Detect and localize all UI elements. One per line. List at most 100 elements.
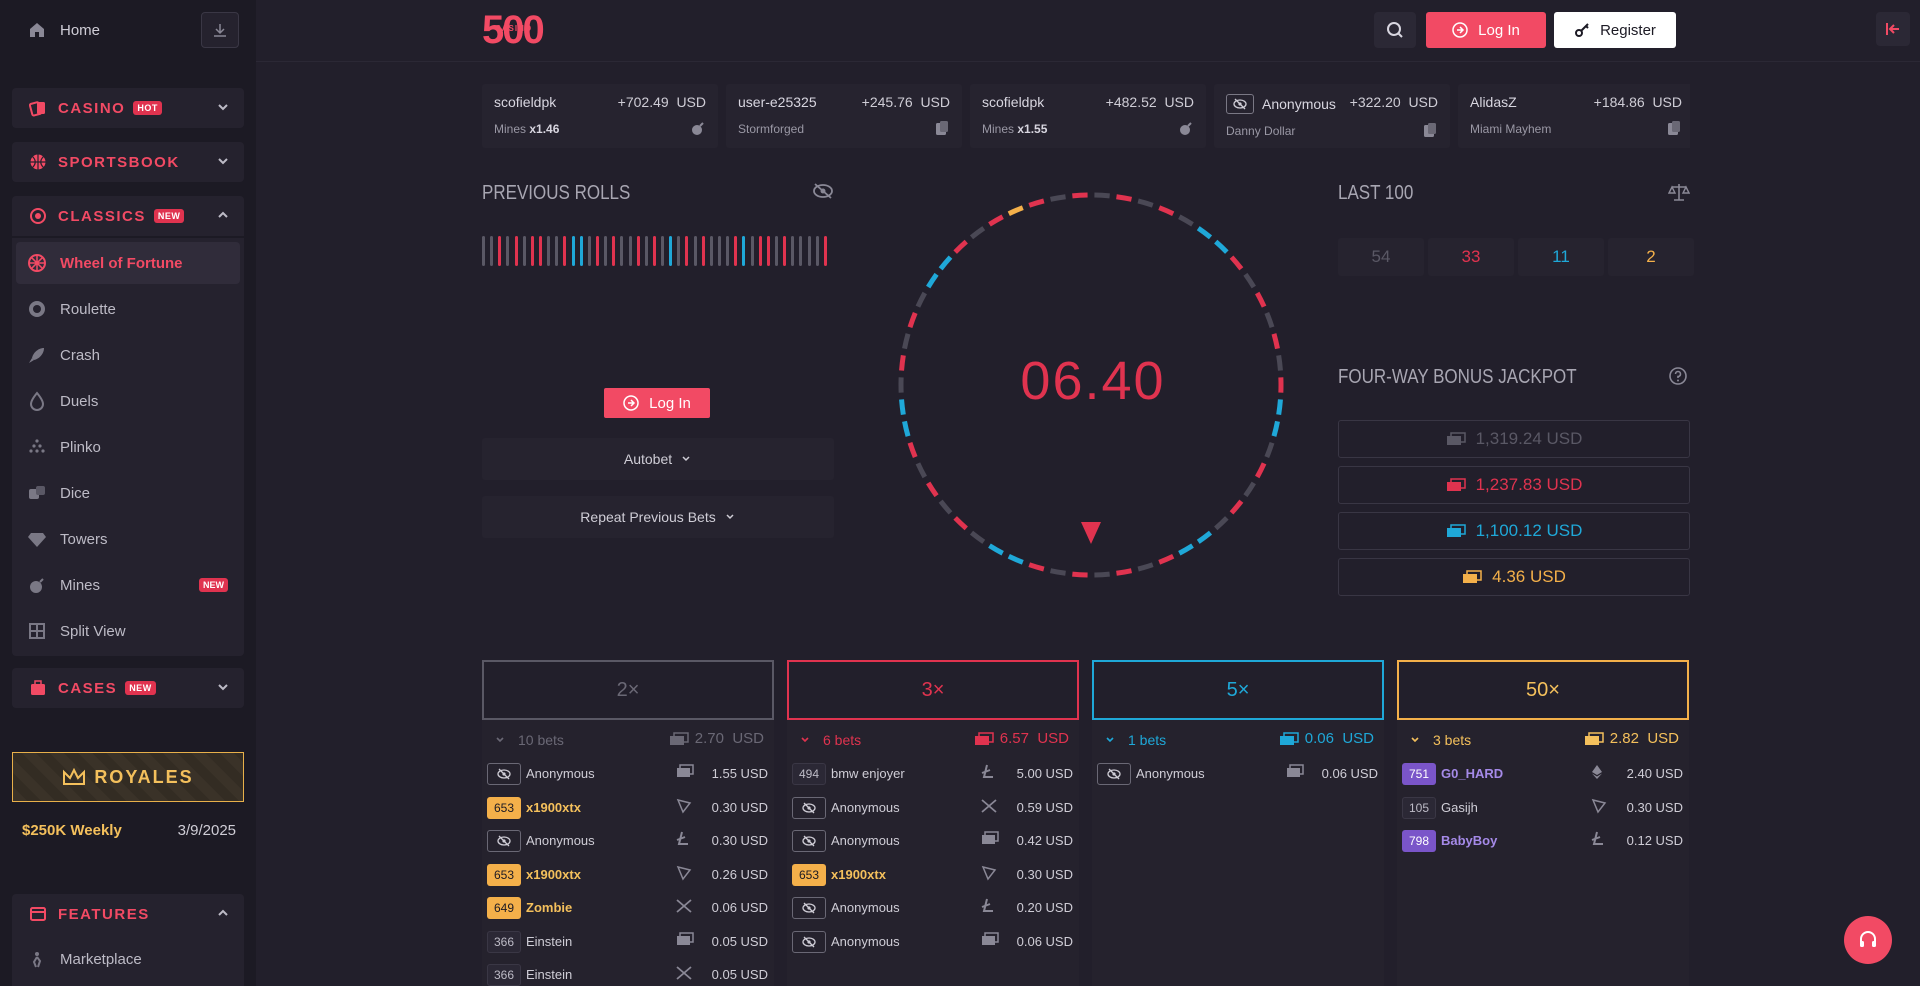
jackpot-title: FOUR-WAY BONUS JACKPOT [1338,366,1577,388]
bet-column-header[interactable]: 1 bets 0.06 USD [1092,730,1384,750]
bet-row[interactable]: Anonymous 0.20 USD [787,894,1079,924]
slots-icon [1668,121,1680,135]
roll-bar [571,236,575,266]
sidebar-section-classics[interactable]: CLASSICS NEW [12,196,244,236]
autobet-button[interactable]: Autobet [482,438,834,480]
multiplier-1-button[interactable]: 3× [787,660,1079,720]
bet-row[interactable]: Anonymous 0.59 USD [787,794,1079,824]
cards-icon [28,98,48,118]
sidebar-item-label: Plinko [60,438,101,456]
basketball-icon [28,152,48,172]
wheel-segment [1049,194,1066,202]
case-icon [28,678,48,698]
sidebar-section-casino[interactable]: CASINO HOT [12,88,244,128]
cash-icon [1446,432,1466,446]
bet-row[interactable]: 653 x1900xtx 0.30 USD [482,794,774,824]
weekly-promo[interactable]: $250K Weekly 3/9/2025 [22,822,236,839]
jackpot-blue: 1,100.12 USD [1338,512,1690,550]
sidebar-item-wheel-of-fortune[interactable]: Wheel of Fortune [16,242,240,284]
register-label: Register [1600,21,1656,39]
ticker-item[interactable]: user-e25325 +245.76 USD Stormforged [726,84,962,148]
roll-bar [506,236,510,266]
bet-amount: 0.59 USD [1016,799,1073,815]
wheel-segment [926,481,939,498]
bet-row[interactable]: Anonymous 1.55 USD [482,760,774,790]
multiplier-0-button[interactable]: 2× [482,660,774,720]
ticker-item[interactable]: scofieldpk +482.52 USD Mines x1.55 [970,84,1206,148]
roll-bar [750,236,754,266]
bet-row[interactable]: 751 G0_HARD 2.40 USD [1397,760,1689,790]
ticker-item[interactable]: AlidasZ +184.86 USD Miami Mayhem [1458,84,1690,148]
sidebar-item-towers[interactable]: Towers [16,518,240,560]
stats-button[interactable] [1667,182,1691,207]
cash-icon [1446,524,1466,538]
jackpot-help-button[interactable] [1668,366,1688,391]
bet-row[interactable]: 366 Einstein 0.05 USD [482,928,774,958]
sidebar-item-mines[interactable]: Mines NEW [16,564,240,606]
wheel-segment [1116,568,1133,576]
roll-bar [766,236,770,266]
classics-icon [28,206,48,226]
cash-icon [1446,478,1466,492]
sidebar-item-crash[interactable]: Crash [16,334,240,376]
bettor-name: Anonymous [1136,766,1205,781]
wheel-pointer-icon [1081,522,1101,544]
collapse-panel-button[interactable] [1876,12,1910,46]
casino-label: CASINO [58,99,126,117]
sidebar-section-sportsbook[interactable]: SPORTSBOOK [12,142,244,182]
ticker-game: Danny Dollar [1226,124,1296,138]
wheel-segment [1271,420,1280,437]
bet-row[interactable]: 653 x1900xtx 0.26 USD [482,861,774,891]
logo-subtext: CASINO [495,24,533,33]
roll-bar [530,236,534,266]
sidebar-item-duels[interactable]: Duels [16,380,240,422]
hide-rolls-button[interactable] [812,182,834,205]
sidebar-item-marketplace[interactable]: Marketplace [16,938,240,980]
repeat-bets-button[interactable]: Repeat Previous Bets [482,496,834,538]
bet-row[interactable]: 366 Einstein 0.05 USD [482,961,774,986]
bet-row[interactable]: Anonymous 0.06 USD [1092,760,1384,790]
sidebar-item-plinko[interactable]: Plinko [16,426,240,468]
royales-banner[interactable]: ROYALES [12,752,244,802]
previous-rolls-strip [482,236,834,272]
wheel-segment [1116,194,1133,202]
bettor-name: Anonymous [831,799,900,815]
features-label: FEATURES [58,905,150,923]
multiplier-3-button[interactable]: 50× [1397,660,1689,720]
bet-row[interactable]: 798 BabyBoy 0.12 USD [1397,827,1689,857]
sidebar-item-roulette[interactable]: Roulette [16,288,240,330]
bet-row[interactable]: 105 Gasijh 0.30 USD [1397,794,1689,824]
bet-row[interactable]: 649 Zombie 0.06 USD [482,894,774,924]
sidebar-item-dice[interactable]: Dice [16,472,240,514]
bet-row[interactable]: 653 x1900xtx 0.30 USD [787,861,1079,891]
bet-row[interactable]: Anonymous 0.06 USD [787,928,1079,958]
wheel-segment [1049,568,1066,576]
bet-column-header[interactable]: 6 bets 6.57 USD [787,730,1079,750]
multiplier-2-button[interactable]: 5× [1092,660,1384,720]
wheel-segment [953,516,968,531]
sidebar-section-features[interactable]: FEATURES [12,894,244,934]
bet-row[interactable]: Anonymous 0.42 USD [787,827,1079,857]
sidebar-home[interactable]: Home [12,10,242,50]
bet-row[interactable]: 494 bmw enjoyer 5.00 USD [787,760,1079,790]
trx-icon [1591,798,1607,817]
home-label: Home [60,21,101,39]
roll-bar [685,236,689,266]
sidebar-section-cases[interactable]: CASES NEW [12,668,244,708]
place-bet-login-button[interactable]: Log In [604,388,710,418]
register-button[interactable]: Register [1554,12,1676,48]
site-logo[interactable]: 500 CASINO [482,8,545,53]
ticker-item[interactable]: Anonymous +322.20 USD Danny Dollar [1214,84,1450,148]
ticker-item[interactable]: scofieldpk +702.49 USD Mines x1.46 [482,84,718,148]
last-100-red: 33 [1428,238,1514,276]
bet-row[interactable]: Anonymous 0.30 USD [482,827,774,857]
login-button[interactable]: Log In [1426,12,1546,48]
wheel-segment [1158,554,1175,565]
download-button[interactable] [201,12,239,48]
bet-column-header[interactable]: 3 bets 2.82 USD [1397,730,1689,750]
roll-bar [636,236,640,266]
sidebar-item-split-view[interactable]: Split View [16,610,240,652]
support-chat-button[interactable] [1844,916,1892,964]
search-button[interactable] [1374,12,1416,48]
bet-column-header[interactable]: 10 bets 2.70 USD [482,730,774,750]
